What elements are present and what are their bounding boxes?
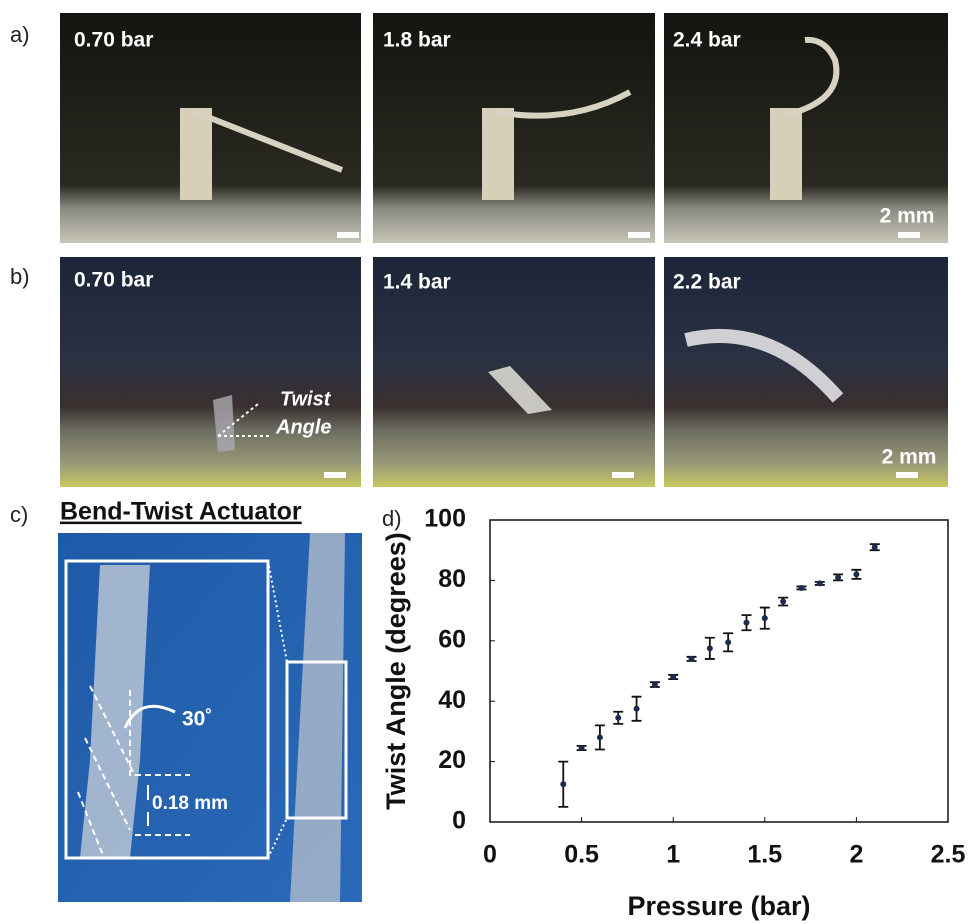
data-point [872, 544, 878, 550]
scale-label: 2 mm [882, 446, 937, 469]
panel-c: c) Bend-Twist Actuator 30˚ 0.18 mm [10, 498, 362, 902]
gap-label: 0.18 mm [152, 793, 228, 814]
data-point [798, 585, 804, 591]
x-tick-label: 0 [483, 841, 497, 869]
plot-frame [490, 520, 948, 822]
photo-label: 2.4 bar [673, 29, 741, 52]
data-point [689, 656, 695, 662]
y-tick-label: 100 [424, 505, 466, 533]
data-point [579, 745, 585, 751]
x-tick-label: 2 [849, 841, 863, 869]
base [180, 108, 212, 200]
scale-bar [898, 232, 920, 238]
photo-label: 0.70 bar [74, 269, 153, 292]
data-point [762, 615, 768, 621]
data-point [670, 674, 676, 680]
panel-label: b) [10, 264, 30, 289]
y-tick-label: 60 [438, 625, 466, 653]
x-tick-label: 2.5 [931, 841, 966, 869]
panel-label: d) [382, 506, 402, 531]
y-tick-label: 40 [438, 686, 466, 714]
scale-bar [612, 472, 634, 478]
photo-label: 1.8 bar [383, 29, 451, 52]
x-tick-label: 1 [666, 841, 680, 869]
y-tick-label: 0 [452, 807, 466, 835]
annotation: Angle [275, 416, 332, 438]
data-point [615, 715, 621, 721]
scale-label: 2 mm [880, 205, 935, 228]
data-point [560, 781, 566, 787]
x-tick-label: 0.5 [564, 841, 599, 869]
panel-label: a) [10, 22, 30, 47]
scale-bar [324, 472, 346, 478]
data-point [707, 645, 713, 651]
data-point [780, 599, 786, 605]
y-axis-label: Twist Angle (degrees) [381, 532, 411, 810]
panel-d: d) Pressure (bar) Twist Angle (degrees) … [381, 505, 965, 922]
panel-label: c) [10, 502, 28, 527]
scale-bar [628, 232, 650, 238]
base [770, 108, 802, 200]
x-axis-label: Pressure (bar) [627, 891, 810, 921]
x-tick-label: 1.5 [747, 841, 782, 869]
data-point [652, 682, 658, 688]
data-point [853, 571, 859, 577]
data-point [817, 580, 823, 586]
photo-label: 2.2 bar [673, 271, 741, 294]
y-tick-label: 20 [438, 746, 466, 774]
data-point [597, 734, 603, 740]
scale-bar [337, 232, 359, 238]
data-point [743, 620, 749, 626]
photo-label: 1.4 bar [383, 271, 451, 294]
data-point [725, 639, 731, 645]
scale-bar [896, 472, 918, 478]
data-point [634, 706, 640, 712]
photo-label: 0.70 bar [74, 29, 153, 52]
base [482, 108, 514, 200]
annotation: Twist [280, 388, 332, 410]
panel-title: Bend-Twist Actuator [60, 498, 302, 526]
panel-a: a) 0.70 bar 1.8 bar 2.4 bar 2 mm [10, 13, 948, 243]
angle-label: 30˚ [182, 708, 212, 731]
data-point [835, 574, 841, 580]
y-tick-label: 80 [438, 565, 466, 593]
figure: a) 0.70 bar 1.8 bar 2.4 bar 2 mm b) 0.70… [0, 0, 971, 924]
panel-b: b) 0.70 bar 1.4 bar 2.2 bar Twist Angle … [10, 257, 948, 487]
